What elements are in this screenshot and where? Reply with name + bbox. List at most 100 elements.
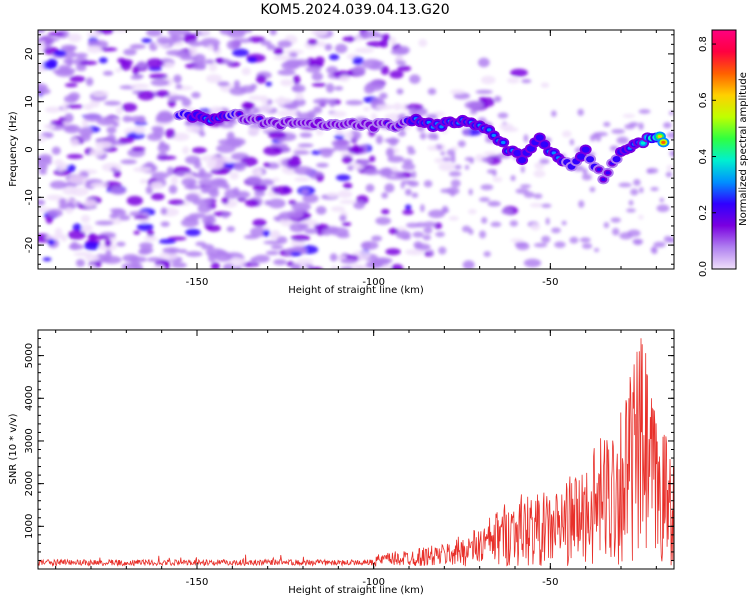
y-tick-label: 0: [24, 146, 35, 152]
heatmap-cell: [335, 174, 351, 181]
y-tick-label: 10: [24, 95, 35, 108]
heatmap-cell: [469, 158, 474, 164]
heatmap-cell: [38, 63, 45, 70]
heatmap-cell: [268, 131, 287, 139]
heatmap-cell: [92, 92, 108, 97]
heatmap-cell: [638, 122, 644, 131]
heatmap-cell: [483, 251, 491, 258]
heatmap-cell: [258, 105, 273, 112]
heatmap-cell: [133, 230, 141, 235]
heatmap-cell: [217, 81, 230, 87]
heatmap-cell: [117, 57, 126, 64]
heatmap-cell: [360, 241, 379, 250]
heatmap-cell: [236, 197, 247, 202]
heatmap-cell: [639, 187, 644, 194]
heatmap-cell: [277, 40, 293, 48]
heatmap-cell: [653, 241, 666, 248]
heatmap-cell: [464, 164, 470, 170]
heatmap-cell: [133, 166, 152, 173]
heatmap-cell: [475, 89, 493, 94]
heatmap-cell: [583, 147, 588, 152]
heatmap-cell: [277, 69, 296, 76]
heatmap-cell: [411, 192, 419, 198]
heatmap-cell: [638, 214, 644, 220]
heatmap-cell: [551, 110, 557, 117]
heatmap-cell: [89, 235, 110, 240]
snr-x-ticks: -150 -100 -50: [55, 330, 657, 588]
heatmap-cell: [371, 60, 385, 67]
heatmap-cell: [219, 30, 235, 36]
heatmap-cell: [102, 70, 114, 76]
heatmap-cell: [139, 242, 153, 249]
heatmap-cell: [345, 99, 364, 106]
heatmap-cell: [243, 234, 259, 240]
heatmap-cell: [533, 242, 548, 248]
heatmap-cell: [270, 244, 284, 250]
heatmap-cell: [206, 160, 224, 170]
heatmap-cell: [146, 58, 164, 68]
heatmap-cell: [248, 95, 266, 101]
heatmap-cell: [400, 181, 405, 189]
snr-y-ticks: 1000 2000 3000 4000 5000: [24, 329, 674, 570]
y-tick-label: 5000: [24, 343, 35, 368]
heatmap-cell: [339, 214, 347, 222]
colorbar: 0.0 0.2 0.4 0.6 0.8 Normalized spectral ampl…: [698, 29, 749, 277]
heatmap-cell: [38, 134, 47, 143]
heatmap-cell: [450, 179, 461, 188]
colorbar-tick-label: 0.8: [698, 36, 709, 52]
heatmap-cell: [175, 84, 183, 89]
heatmap-cell: [343, 131, 354, 140]
heatmap-cell: [141, 38, 153, 44]
heatmap-cell: [401, 162, 416, 171]
heatmap-cell: [646, 169, 654, 174]
heatmap-cell: [67, 175, 87, 184]
heatmap-cell: [626, 208, 636, 213]
heatmap-cell: [66, 104, 84, 109]
heatmap-cell: [72, 223, 82, 232]
heatmap-cell: [523, 134, 529, 143]
heatmap-cell: [212, 43, 219, 52]
colorbar-tick-label: 0.6: [698, 92, 709, 108]
heatmap-cell: [469, 109, 478, 115]
heatmap-cell: [104, 238, 112, 248]
heatmap-cell: [419, 132, 427, 140]
heatmap-cell: [222, 263, 235, 269]
heatmap-cell: [408, 107, 417, 116]
heatmap-cell: [67, 33, 82, 43]
heatmap-cell: [133, 124, 146, 135]
snr-background: [38, 330, 674, 569]
heatmap-cell: [199, 131, 206, 137]
heatmap-cell: [481, 217, 488, 224]
heatmap-cell: [622, 113, 636, 118]
heatmap-cell: [120, 62, 132, 71]
heatmap-cell: [263, 162, 271, 168]
heatmap-cell: [277, 96, 286, 107]
heatmap-cell: [611, 128, 625, 134]
heatmap-cell: [595, 133, 602, 142]
heatmap-cell: [440, 151, 446, 156]
heatmap-cell: [375, 104, 395, 110]
heatmap-cell: [215, 57, 224, 64]
heatmap-cell: [57, 166, 65, 172]
heatmap-cell: [494, 95, 502, 103]
heatmap-cell: [462, 128, 471, 136]
heatmap-cell: [95, 140, 113, 149]
heatmap-cell: [173, 74, 182, 84]
heatmap-cell: [63, 124, 81, 134]
heatmap-cell: [663, 235, 673, 243]
heatmap-cell: [659, 197, 665, 203]
heatmap-noise-blobs: [38, 30, 674, 269]
heatmap-cell: [120, 159, 138, 165]
heatmap-cell: [363, 83, 375, 94]
heatmap-cell: [155, 112, 175, 123]
heatmap-cell: [665, 171, 673, 178]
heatmap-cell: [541, 235, 551, 244]
heatmap-cell: [507, 77, 520, 84]
heatmap-cell: [109, 186, 127, 195]
heatmap-cell: [404, 204, 412, 211]
heatmap-cell: [83, 241, 100, 251]
heatmap-cell: [175, 51, 192, 58]
heatmap-cell: [334, 134, 345, 140]
heatmap-cell: [183, 215, 199, 222]
heatmap-cell: [273, 47, 284, 56]
